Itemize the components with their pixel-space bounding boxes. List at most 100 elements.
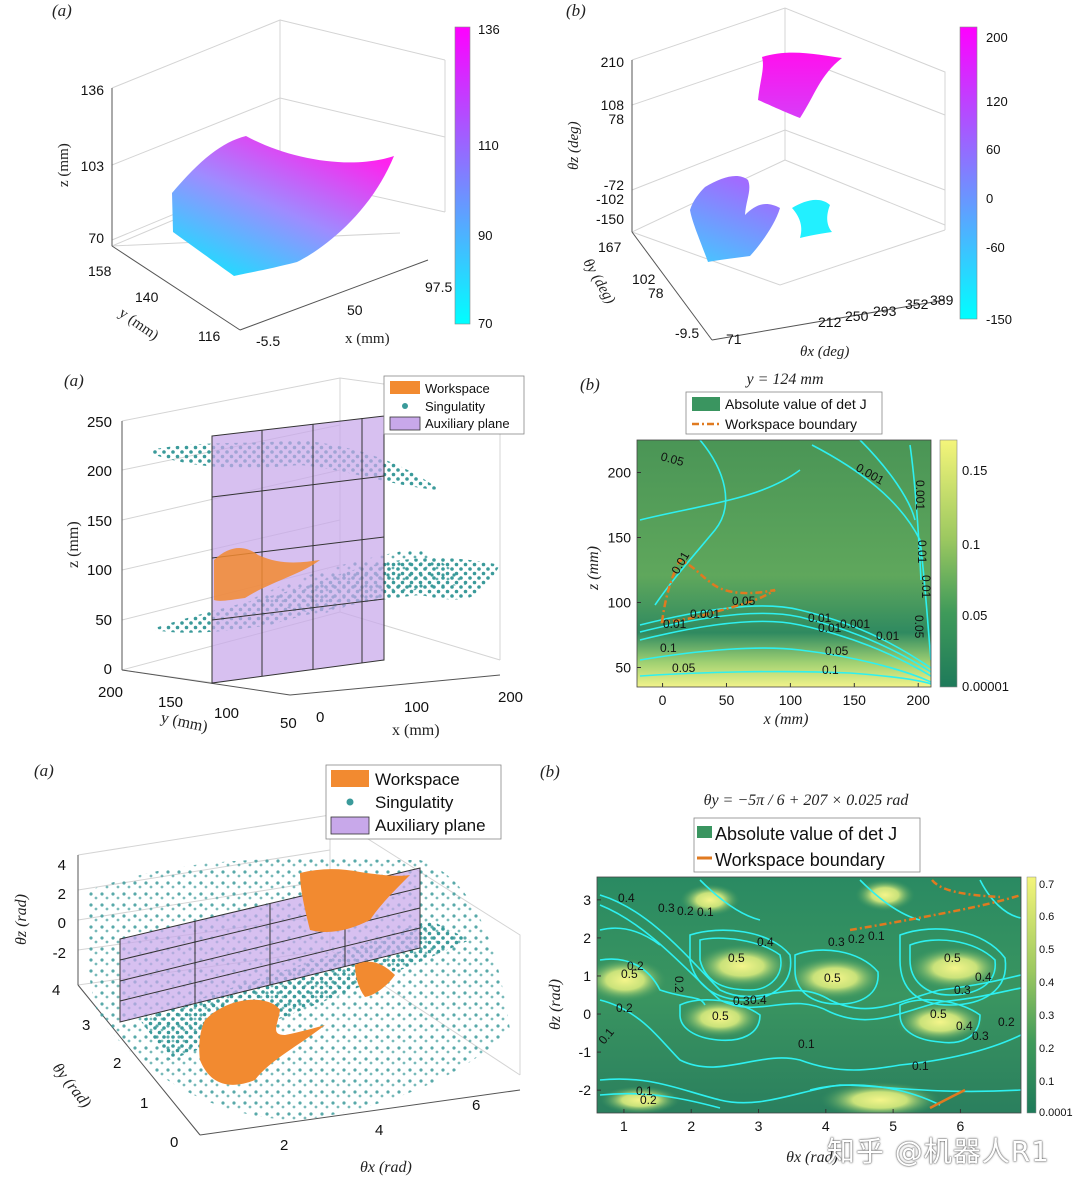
contour-label: 0.2	[640, 1093, 657, 1107]
x-tick: 2	[687, 1118, 695, 1134]
contour-label: 0.4	[956, 1019, 973, 1033]
contour-label: 0.1	[912, 1059, 929, 1073]
x-tick: 2	[280, 1137, 288, 1154]
y-ticks: 167 102 78 -9.5	[598, 239, 699, 341]
surface-mesh	[172, 136, 394, 276]
y-tick: 2	[113, 1055, 121, 1072]
z-axis-label: θz (rad)	[13, 894, 30, 945]
axes-box	[631, 7, 946, 286]
colorbar-tick: 0.5	[1039, 944, 1054, 956]
contour-label: 0.5	[712, 1009, 729, 1023]
contour-labels: 0.05 0.001 0.01 0.05 0.01 0.001 0.01 0.0…	[659, 449, 933, 677]
legend-label: Workspace boundary	[715, 850, 885, 870]
panel-label: (b)	[566, 1, 586, 20]
y-tick: 3	[82, 1017, 90, 1034]
x-tick: 150	[843, 692, 867, 708]
contour-label: 0.4	[618, 891, 635, 905]
workspace-boundary	[660, 558, 776, 624]
contour-label: 0.001	[840, 617, 870, 631]
legend-swatch-singularity	[402, 403, 408, 409]
y-tick: 1	[140, 1095, 148, 1112]
legend-label: Auxiliary plane	[425, 416, 510, 431]
y-ticks: 158 140 116	[88, 263, 221, 344]
x-axis-label: x (mm)	[392, 722, 440, 739]
y-axis-label: θy (deg)	[580, 256, 619, 307]
y-tick: -9.5	[675, 325, 699, 341]
legend-swatch-detj	[697, 826, 712, 838]
y-tick: 2	[583, 930, 591, 946]
contour-label: 0.4	[750, 993, 767, 1007]
z-tick: 250	[87, 414, 112, 431]
x-tick: 200	[907, 692, 931, 708]
legend-swatch-workspace	[390, 381, 420, 394]
x-axis-label: x (mm)	[763, 711, 809, 728]
y-tick: 200	[98, 684, 123, 701]
z-axis-label: θz (deg)	[566, 121, 582, 170]
x-tick: 0	[316, 709, 324, 726]
panel-label: (b)	[540, 762, 560, 781]
z-ticks: 136 103 70	[81, 82, 105, 246]
y-tick: 150	[608, 530, 632, 546]
z-tick: 0	[58, 915, 66, 932]
y-tick: 0	[583, 1006, 591, 1022]
x-tick: 1	[620, 1118, 628, 1134]
colorbar-tick: 0.05	[962, 608, 987, 623]
colorbar-tick: 0.7	[1039, 879, 1054, 891]
panel-r2-left: (a) 250 200 150 100 50 0	[64, 371, 525, 739]
colorbar-ticks: 0.00001 0.05 0.1 0.15	[962, 463, 1009, 694]
legend: Workspace Singulatity Auxiliary plane	[383, 375, 525, 435]
contour-label: 0.05	[825, 644, 849, 658]
y-tick: 50	[280, 715, 297, 732]
colorbar-tick: 0.2	[1039, 1043, 1054, 1055]
y-ticks: 200 150 100 50	[98, 684, 297, 732]
contour-label: 0.01	[818, 621, 842, 635]
panel-r3-right: (b) θy = −5π / 6 + 207 × 0.025 rad Absol…	[540, 762, 1073, 1166]
x-tick: 50	[347, 302, 363, 318]
x-tick: 389	[930, 292, 954, 308]
contour-label: 0.001	[913, 480, 927, 510]
y-tick: 102	[632, 271, 656, 287]
z-ticks: 210 108 78 -72 -102 -150	[596, 54, 624, 227]
contour-label: 0.1	[697, 905, 714, 919]
z-tick: 136	[81, 82, 105, 98]
y-tick: -1	[579, 1044, 592, 1060]
colorbar-tick: 0.00001	[962, 679, 1009, 694]
x-tick: 5	[889, 1118, 897, 1134]
x-axis-label: θx (rad)	[360, 1159, 412, 1176]
plot-frame	[636, 439, 932, 688]
z-axis-label: z (mm)	[65, 521, 82, 568]
chart-title: y = 124 mm	[744, 371, 823, 388]
surface-top-patch	[758, 52, 842, 118]
axes-lines	[121, 421, 501, 696]
legend-swatch-plane	[330, 816, 370, 835]
z-tick: -72	[604, 177, 624, 193]
axes-lines	[631, 60, 946, 341]
x-tick: 212	[818, 314, 842, 330]
contour-label: 0.3	[828, 935, 845, 949]
legend-swatch-singularity	[346, 798, 354, 806]
workspace-region	[355, 961, 395, 997]
panel-r1-left: (a) 136 103 70 z (mm) 158 140 116	[52, 1, 500, 349]
contour-label: 0.2	[998, 1015, 1015, 1029]
contour-label: 0.01	[915, 540, 929, 564]
contour-label: 0.2	[677, 904, 694, 918]
legend-label: Singulatity	[375, 793, 454, 812]
legend-swatch-detj	[692, 397, 720, 411]
y-axis-label: y (mm)	[116, 305, 162, 344]
z-ticks: 4 2 0 -2	[53, 857, 66, 962]
contour-lines	[599, 879, 1021, 1109]
panel-r2-right: (b) y = 124 mm Absolute value of det J W…	[580, 371, 1009, 728]
contour-label: 0.4	[975, 970, 992, 984]
x-axis-label: θx (rad)	[786, 1149, 838, 1166]
x-ticks: -5.5 50 97.5	[256, 279, 452, 349]
y-axis-label: θy (rad)	[49, 1060, 94, 1111]
y-tick: 100	[214, 705, 239, 722]
surface-small-patch	[792, 199, 832, 238]
colorbar-tick: 136	[478, 22, 500, 37]
z-axis-label: z (mm)	[56, 143, 72, 187]
y-ticks: 4 3 2 1 0	[52, 982, 178, 1151]
y-tick: -2	[579, 1082, 592, 1098]
contour-label: 0.5	[728, 951, 745, 965]
colorbar-ticks: 136 110 90 70	[478, 22, 500, 331]
